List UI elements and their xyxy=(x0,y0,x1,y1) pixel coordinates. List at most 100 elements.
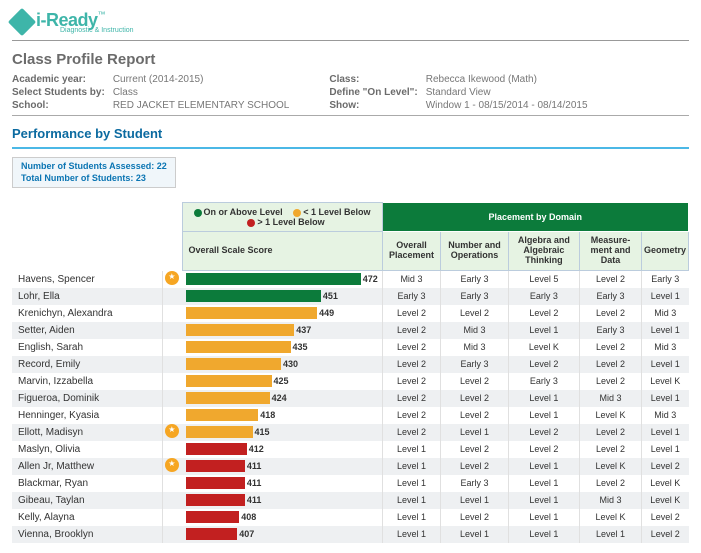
overall-placement-cell: Level 2 xyxy=(382,322,441,339)
score-label: 449 xyxy=(319,307,334,319)
score-label: 418 xyxy=(260,409,275,421)
score-bar-cell: 472 xyxy=(182,271,382,288)
student-name-cell[interactable]: Lohr, Ella xyxy=(12,288,162,305)
domain-cell: Level 5 xyxy=(508,271,579,288)
score-label: 408 xyxy=(241,511,256,523)
domain-header[interactable]: Number and Operations xyxy=(441,232,508,271)
score-bar-cell: 411 xyxy=(182,458,382,475)
score-bar xyxy=(186,392,270,404)
star-cell xyxy=(162,492,182,509)
table-row: Maslyn, Olivia412Level 1Level 2Level 2Le… xyxy=(12,441,689,458)
score-bar-cell: 407 xyxy=(182,526,382,543)
table-row: Figueroa, Dominik424Level 2Level 2Level … xyxy=(12,390,689,407)
score-bar-cell: 435 xyxy=(182,339,382,356)
score-label: 437 xyxy=(296,324,311,336)
overall-placement-cell: Level 2 xyxy=(382,407,441,424)
domain-cell: Level 1 xyxy=(441,492,508,509)
score-label: 424 xyxy=(272,392,287,404)
meta-value: Rebecca Ikewood (Math) xyxy=(426,74,588,85)
logo-subtitle: Diagnostic & Instruction xyxy=(60,27,134,34)
domain-cell: Level K xyxy=(641,492,688,509)
student-name-cell[interactable]: English, Sarah xyxy=(12,339,162,356)
meta-grid: Academic year: Current (2014-2015) Selec… xyxy=(12,74,689,111)
score-label: 451 xyxy=(323,290,338,302)
star-icon xyxy=(165,271,179,285)
domain-cell: Mid 3 xyxy=(580,390,642,407)
domain-cell: Level 2 xyxy=(641,509,688,526)
student-name-cell[interactable]: Ellott, Madisyn xyxy=(12,424,162,441)
domain-cell: Level 1 xyxy=(508,390,579,407)
student-name-cell[interactable]: Record, Emily xyxy=(12,356,162,373)
domain-cell: Level 1 xyxy=(441,424,508,441)
table-row: English, Sarah435Level 2Mid 3Level KLeve… xyxy=(12,339,689,356)
overall-placement-cell: Level 1 xyxy=(382,458,441,475)
domain-cell: Level 1 xyxy=(508,458,579,475)
domain-cell: Level 2 xyxy=(580,339,642,356)
table-row: Krenichyn, Alexandra449Level 2Level 2Lev… xyxy=(12,305,689,322)
domain-cell: Mid 3 xyxy=(441,322,508,339)
score-label: 472 xyxy=(363,273,378,285)
overall-placement-header[interactable]: Overall Placement xyxy=(382,232,441,271)
student-name-cell[interactable]: Marvin, Izzabella xyxy=(12,373,162,390)
student-name-cell[interactable]: Figueroa, Dominik xyxy=(12,390,162,407)
overall-placement-cell: Level 2 xyxy=(382,373,441,390)
student-name-cell[interactable]: Allen Jr, Matthew xyxy=(12,458,162,475)
overall-placement-cell: Level 1 xyxy=(382,526,441,543)
domain-cell: Early 3 xyxy=(508,373,579,390)
domain-cell: Level K xyxy=(508,339,579,356)
domain-header[interactable]: Algebra and Algebraic Thinking xyxy=(508,232,579,271)
score-bar xyxy=(186,460,245,472)
domain-cell: Level 1 xyxy=(641,441,688,458)
student-name-cell[interactable]: Krenichyn, Alexandra xyxy=(12,305,162,322)
student-name-cell[interactable]: Maslyn, Olivia xyxy=(12,441,162,458)
star-cell xyxy=(162,424,182,441)
star-cell xyxy=(162,339,182,356)
domain-cell: Level 1 xyxy=(441,526,508,543)
score-bar-cell: 424 xyxy=(182,390,382,407)
student-name-cell[interactable]: Blackmar, Ryan xyxy=(12,475,162,492)
score-bar xyxy=(186,409,258,421)
legend-cell: On or Above Level < 1 Level Below > 1 Le… xyxy=(182,203,382,232)
table-row: Vienna, Brooklyn407Level 1Level 1Level 1… xyxy=(12,526,689,543)
score-bar xyxy=(186,528,237,540)
score-bar xyxy=(186,273,361,285)
score-bar xyxy=(186,290,321,302)
logo-cube-icon xyxy=(8,8,36,36)
score-bar-cell: 411 xyxy=(182,475,382,492)
score-bar-cell: 415 xyxy=(182,424,382,441)
score-label: 415 xyxy=(255,426,270,438)
student-name-cell[interactable]: Havens, Spencer xyxy=(12,271,162,288)
legend-dot-below1-icon xyxy=(293,209,301,217)
score-label: 435 xyxy=(293,341,308,353)
domain-cell: Level 2 xyxy=(580,475,642,492)
star-cell xyxy=(162,509,182,526)
student-name-cell[interactable]: Kelly, Alayna xyxy=(12,509,162,526)
domain-cell: Mid 3 xyxy=(641,407,688,424)
section-accent-bar xyxy=(12,147,689,149)
score-bar xyxy=(186,341,291,353)
student-name-cell[interactable]: Henninger, Kyasia xyxy=(12,407,162,424)
student-name-cell[interactable]: Setter, Aiden xyxy=(12,322,162,339)
student-name-cell[interactable]: Vienna, Brooklyn xyxy=(12,526,162,543)
domain-cell: Level 2 xyxy=(441,373,508,390)
domain-cell: Level 2 xyxy=(580,441,642,458)
domain-header[interactable]: Geometry xyxy=(641,232,688,271)
star-cell xyxy=(162,475,182,492)
meta-value: Class xyxy=(113,87,290,98)
domain-cell: Level 2 xyxy=(441,305,508,322)
domain-cell: Early 3 xyxy=(580,322,642,339)
overall-placement-cell: Level 2 xyxy=(382,424,441,441)
report-title: Class Profile Report xyxy=(12,51,689,68)
domain-cell: Early 3 xyxy=(508,288,579,305)
overall-placement-cell: Level 2 xyxy=(382,356,441,373)
domain-cell: Level K xyxy=(580,407,642,424)
domain-cell: Level 2 xyxy=(441,441,508,458)
domain-cell: Mid 3 xyxy=(441,339,508,356)
domain-cell: Early 3 xyxy=(441,356,508,373)
domain-header[interactable]: Measure- ment and Data xyxy=(580,232,642,271)
table-row: Setter, Aiden437Level 2Mid 3Level 1Early… xyxy=(12,322,689,339)
overall-score-header[interactable]: Overall Scale Score xyxy=(182,232,382,271)
score-label: 411 xyxy=(247,460,262,472)
student-name-cell[interactable]: Gibeau, Taylan xyxy=(12,492,162,509)
score-bar-cell: 430 xyxy=(182,356,382,373)
